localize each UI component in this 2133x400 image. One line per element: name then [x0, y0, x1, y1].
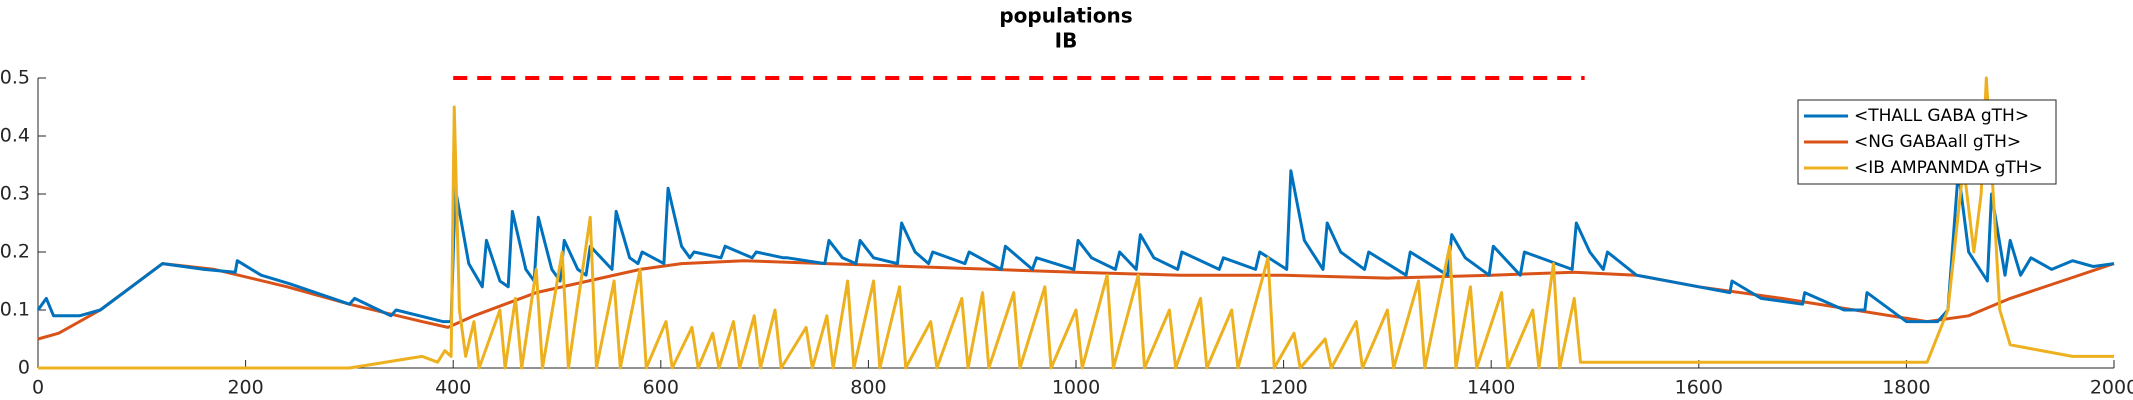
x-tick-label: 2000	[2090, 377, 2133, 399]
y-tick-label: 0.5	[0, 67, 30, 89]
chart-subtitle: IB	[1055, 29, 1078, 53]
x-tick-label: 400	[435, 377, 471, 399]
x-tick-label: 800	[850, 377, 886, 399]
y-tick-label: 0.4	[0, 125, 30, 147]
x-tick-label: 600	[643, 377, 679, 399]
x-tick-label: 1400	[1467, 377, 1515, 399]
x-tick-label: 1200	[1259, 377, 1307, 399]
y-tick-label: 0	[18, 357, 30, 379]
x-tick-label: 200	[227, 377, 263, 399]
legend-label: <IB AMPANMDA gTH>	[1854, 158, 2043, 178]
x-tick-label: 1600	[1675, 377, 1723, 399]
series-line	[36, 169, 2115, 324]
y-tick-label: 0.3	[0, 183, 30, 205]
legend-label: <NG GABAall gTH>	[1854, 132, 2021, 152]
series-line	[38, 76, 2114, 370]
chart-title: populations	[999, 4, 1132, 28]
y-tick-label: 0.2	[0, 241, 30, 263]
legend-label: <THALL GABA gTH>	[1854, 106, 2029, 126]
series-line	[37, 259, 2115, 341]
x-tick-label: 1000	[1052, 377, 1100, 399]
y-tick-label: 0.1	[0, 299, 30, 321]
x-tick-label: 0	[32, 377, 44, 399]
x-tick-label: 1800	[1882, 377, 1930, 399]
